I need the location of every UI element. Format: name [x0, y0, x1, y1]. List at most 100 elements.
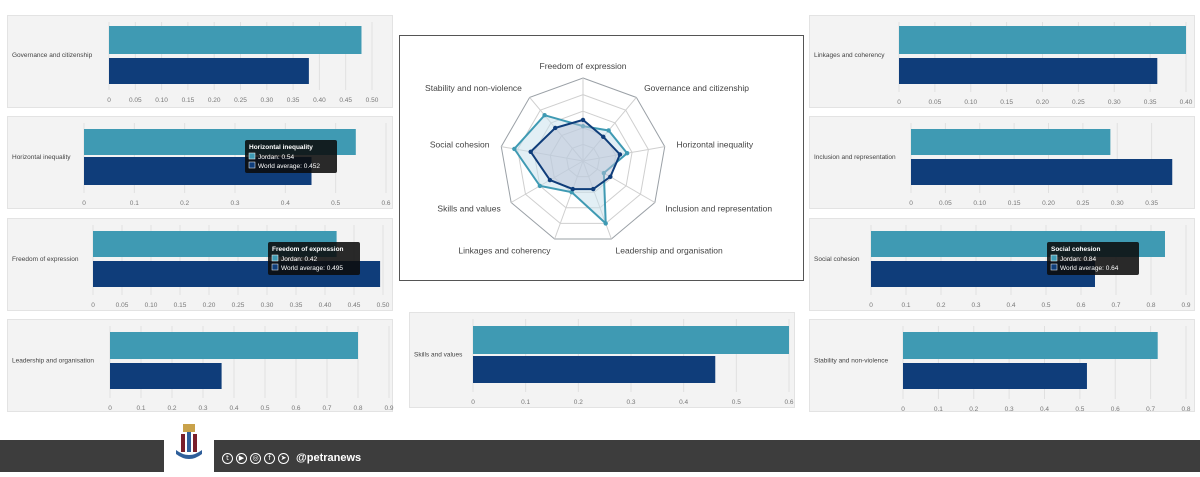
tick-label: 0.40: [313, 97, 326, 104]
tick-label: 0.7: [322, 405, 331, 412]
social-links: t ▶ ◎ f ➤ @petranews: [222, 452, 361, 464]
logo-graphic: [176, 424, 202, 459]
radar-axis-label: Horizontal inequality: [677, 140, 754, 150]
tick-label: 0.5: [1041, 302, 1050, 309]
bar-jordan: [109, 26, 362, 54]
bar-world-average: [473, 356, 716, 383]
radar-point: [537, 183, 543, 189]
tick-label: 0.20: [208, 97, 221, 104]
tick-label: 0.35: [287, 97, 300, 104]
tooltip-line: World average: 0.452: [258, 163, 320, 170]
telegram-icon[interactable]: ➤: [278, 452, 289, 464]
tick-label: 0.35: [1145, 200, 1158, 207]
bar-world-average: [109, 58, 309, 84]
tick-label: 0.2: [180, 200, 189, 207]
radar-series-world-average: [529, 118, 622, 191]
tick-label: 0.3: [626, 399, 635, 406]
tick-label: 0.4: [281, 200, 290, 207]
tick-label: 0.9: [1181, 302, 1190, 309]
tick-label: 0.8: [1146, 302, 1155, 309]
tick-label: 0.6: [1111, 406, 1120, 413]
radar-axis-label: Freedom of expression: [540, 61, 627, 71]
radar-point: [606, 128, 611, 133]
social-handle[interactable]: @petranews: [296, 452, 362, 464]
bar-chart-stability: 0 0.1 0.2 0.3 0.4 0.5 0.6 0.7 0.8 Stability and n…: [814, 326, 1191, 413]
youtube-icon[interactable]: ▶: [236, 452, 247, 464]
radar-point: [601, 134, 606, 140]
category-label: Governance and citizenship: [12, 52, 93, 59]
radar-chart: Freedom of expression Governance and citi…: [425, 61, 772, 255]
radar-point: [591, 186, 596, 192]
tick-label: 0.05: [939, 200, 952, 207]
bar-panel-social: 0 0.1 0.2 0.3 0.4 0.5 0.6 0.7 0.8 0.9 Social cohes…: [809, 218, 1195, 311]
tick-label: 0: [82, 200, 86, 207]
radar-axis-label: Social cohesion: [430, 140, 490, 150]
bar-jordan: [110, 332, 358, 359]
bar-panel-linkages: 0 0.05 0.10 0.15 0.20 0.25 0.30 0.35 0.40 Linkage…: [809, 15, 1195, 108]
radar-point: [553, 125, 558, 131]
bar-world-average: [911, 159, 1173, 185]
instagram-icon[interactable]: ◎: [250, 452, 261, 464]
tick-label: 0.2: [936, 302, 945, 309]
radar-ring: [517, 94, 649, 224]
tick-label: 0.2: [574, 399, 583, 406]
tick-label: 0.25: [1077, 200, 1090, 207]
bar-panel-leadership: 0 0.1 0.2 0.3 0.4 0.5 0.6 0.7 0.8 0.9 Leadership a…: [7, 319, 394, 412]
tick-label: 0.5: [732, 399, 741, 406]
bar-world-average: [110, 363, 222, 389]
tooltip-box: [268, 242, 360, 275]
tick-label: 0.15: [182, 97, 195, 104]
tick-label: 0.6: [381, 200, 390, 207]
petra-logo: [164, 420, 214, 472]
bar-panel-skills: 0 0.1 0.2 0.3 0.4 0.5 0.6 Skills and values: [409, 312, 795, 408]
category-label: Leadership and organisation: [12, 358, 94, 365]
category-label: Social cohesion: [814, 256, 860, 263]
tooltip-swatch: [271, 254, 279, 262]
tick-label: 0.20: [1036, 99, 1049, 106]
radar-panel: Freedom of expression Governance and citi…: [399, 35, 804, 281]
bar-chart-social: 0 0.1 0.2 0.3 0.4 0.5 0.6 0.7 0.8 0.9 Social cohes…: [814, 225, 1191, 309]
tick-label: 0.2: [969, 406, 978, 413]
bar-panel-governance: 0 0.05 0.10 0.15 0.20 0.25 0.30 0.35 0.40 0.45 0.5…: [7, 15, 393, 108]
tick-label: 0.1: [136, 405, 145, 412]
tick-label: 0.3: [230, 200, 239, 207]
tick-label: 0.6: [1076, 302, 1085, 309]
category-label: Linkages and coherency: [814, 52, 885, 59]
tick-label: 0.10: [973, 200, 986, 207]
tick-label: 0.20: [1042, 200, 1055, 207]
twitter-icon[interactable]: t: [222, 452, 233, 464]
radar-point: [512, 146, 517, 152]
tick-label: 0.7: [1146, 406, 1155, 413]
tick-label: 0.1: [901, 302, 910, 309]
category-label: Freedom of expression: [12, 256, 79, 263]
tick-label: 0.1: [521, 399, 530, 406]
tooltip-swatch: [1050, 263, 1058, 271]
tooltip-line: Jordan: 0.54: [258, 154, 295, 161]
radar-axis-label: Governance and citizenship: [644, 83, 749, 93]
tick-label: 0.15: [1008, 200, 1021, 207]
tick-label: 0.9: [384, 405, 393, 412]
tick-label: 0.10: [155, 97, 168, 104]
tick-label: 0.8: [1181, 406, 1190, 413]
bar-jordan: [903, 332, 1158, 359]
tick-label: 0.4: [1040, 406, 1049, 413]
bar-chart-freedom: 0 0.05 0.10 0.15 0.20 0.25 0.30 0.35 0.40 0.45 0.5…: [12, 225, 390, 309]
radar-ring: [500, 77, 666, 240]
radar-point: [603, 221, 608, 226]
radar-axis-label: Linkages and coherency: [458, 245, 551, 255]
tick-label: 0.7: [1111, 302, 1120, 309]
tick-label: 0.50: [377, 302, 390, 309]
tick-label: 0.30: [1108, 99, 1121, 106]
bar-chart-governance: 0 0.05 0.10 0.15 0.20 0.25 0.30 0.35 0.40 0.45 0.5…: [12, 22, 379, 104]
tick-label: 0.3: [198, 405, 207, 412]
facebook-icon[interactable]: f: [264, 452, 275, 464]
radar-point: [547, 177, 553, 183]
radar-point: [608, 174, 613, 179]
tick-label: 0.05: [929, 99, 942, 106]
tick-label: 0.30: [1111, 200, 1124, 207]
tick-label: 0.30: [260, 97, 273, 104]
tooltip-box: [1047, 242, 1139, 275]
tick-label: 0.4: [1006, 302, 1015, 309]
bar-jordan: [473, 326, 789, 354]
tooltip-title: Social cohesion: [1051, 246, 1101, 253]
